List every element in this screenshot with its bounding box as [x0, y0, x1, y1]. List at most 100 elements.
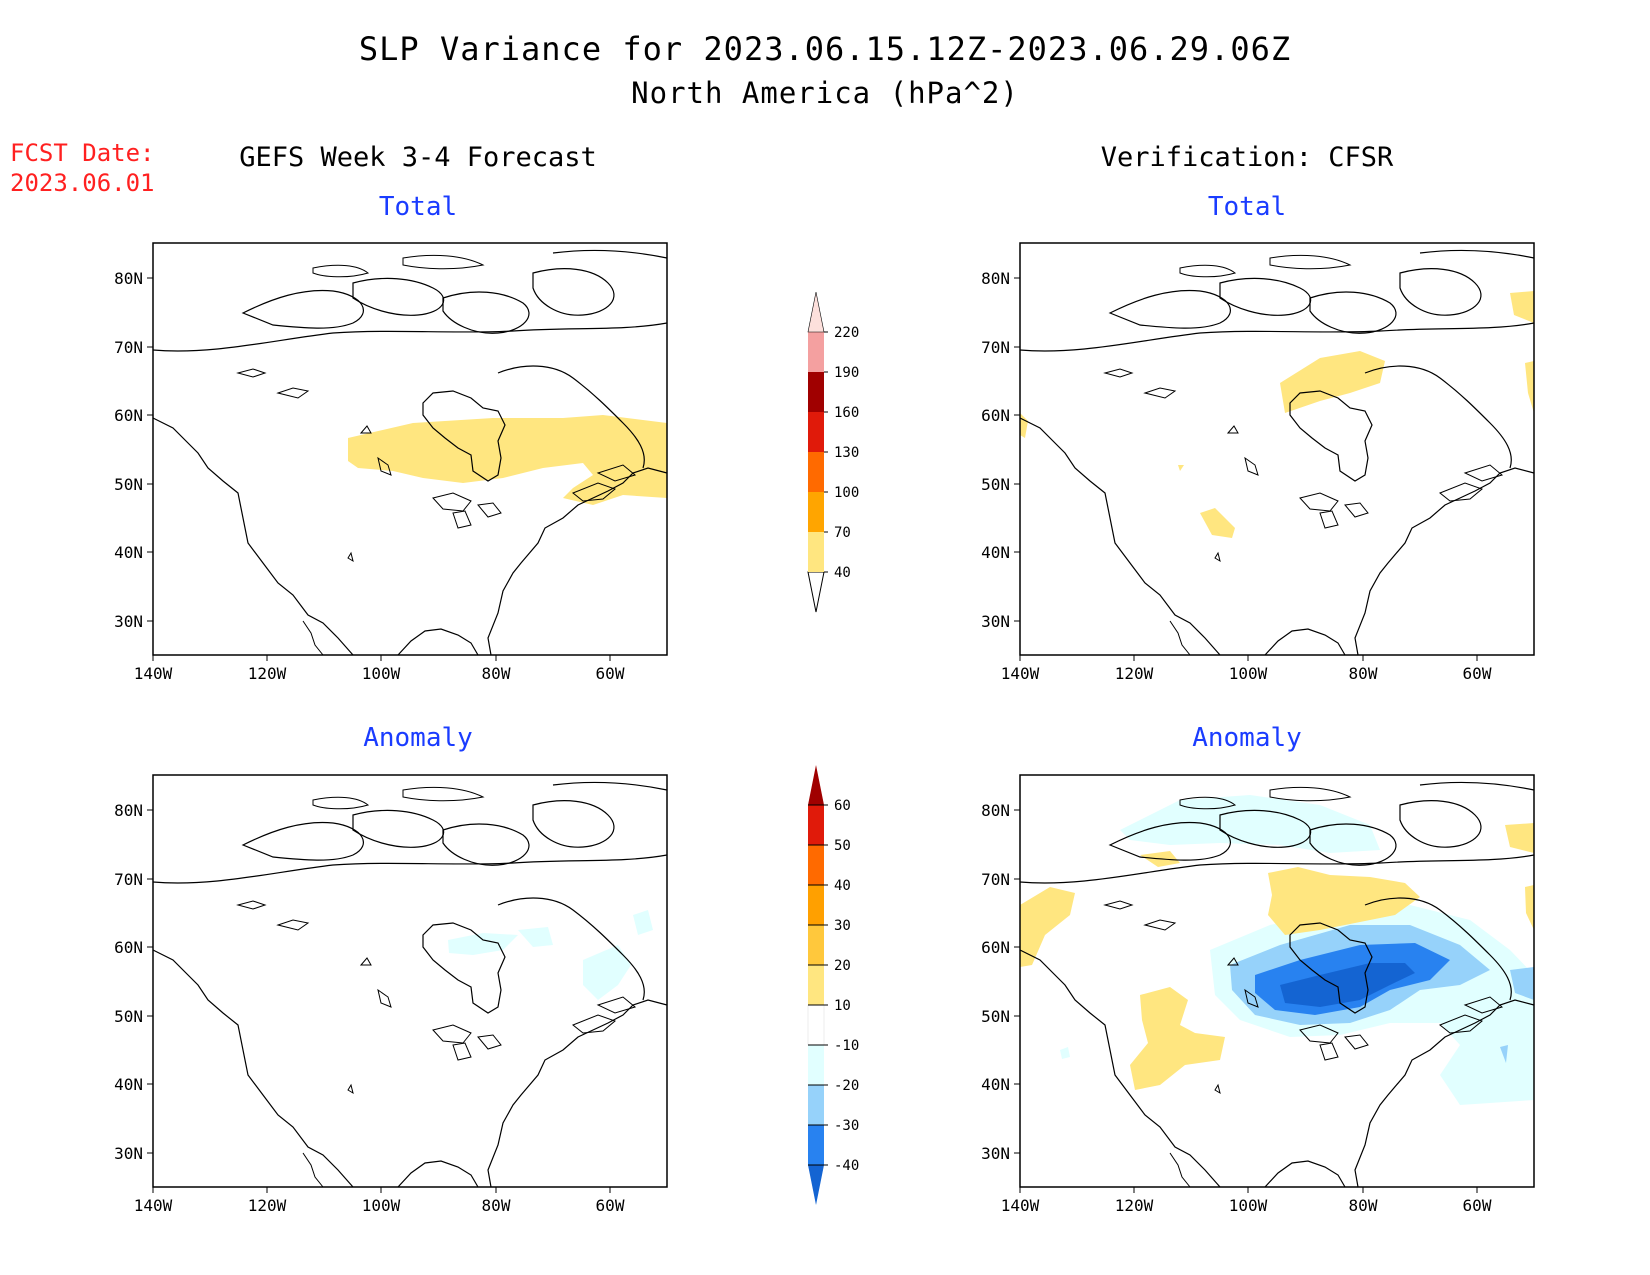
- verification-total-title: Total: [1207, 192, 1287, 222]
- forecast-date-label: FCST Date:: [10, 139, 155, 167]
- lon-tick-label: 120W: [248, 664, 287, 683]
- lon-tick-label: 140W: [1001, 1196, 1040, 1215]
- colorbar-label: 20: [834, 958, 851, 974]
- colorbar-label: 100: [834, 485, 859, 501]
- anomaly-shade: [633, 910, 653, 935]
- axis-tick-labels: 80N 70N 60N 50N 40N 30N 140W 120W 100W 80W 60W 80N 7…: [114, 269, 1492, 1215]
- colorbar-label: 70: [834, 525, 851, 541]
- total-colorbar: 40 70 100 130 160 190 220: [807, 291, 859, 613]
- chart-subtitle: North America (hPa^2): [631, 76, 1019, 110]
- lon-tick-label: 80W: [1349, 1196, 1378, 1215]
- lat-tick-label: 40N: [981, 1075, 1010, 1094]
- colorbar-bin: [808, 925, 824, 965]
- lon-tick-label: 120W: [1115, 1196, 1154, 1215]
- anomaly-shade: [583, 945, 631, 1000]
- lon-tick-label: 100W: [362, 1196, 401, 1215]
- lat-tick-label: 80N: [981, 269, 1010, 288]
- lat-tick-label: 80N: [114, 269, 143, 288]
- colorbar-bin: [808, 332, 824, 372]
- colorbar-label: 10: [834, 998, 851, 1014]
- colorbar-cap-high: [808, 765, 824, 805]
- variance-shade: [1525, 361, 1534, 413]
- forecast-anomaly-map: [146, 774, 668, 1194]
- lat-tick-label: 60N: [114, 938, 143, 957]
- lat-tick-label: 40N: [114, 543, 143, 562]
- verification-anomaly-title: Anomaly: [1192, 723, 1302, 753]
- variance-shade: [1020, 413, 1028, 438]
- lat-tick-label: 70N: [981, 338, 1010, 357]
- anomaly-shade: [1120, 795, 1380, 853]
- anomaly-shade: [1020, 887, 1075, 967]
- variance-shade: [1178, 465, 1184, 471]
- colorbar-bin: [808, 492, 824, 532]
- lon-tick-label: 120W: [1115, 664, 1154, 683]
- colorbar-bin: [808, 372, 824, 412]
- left-column-header: GEFS Week 3-4 Forecast: [239, 142, 597, 173]
- anomaly-shade: [1500, 1045, 1508, 1063]
- lat-tick-label: 30N: [981, 612, 1010, 631]
- forecast-date-value: 2023.06.01: [10, 169, 155, 197]
- anomaly-shade: [1060, 1047, 1070, 1059]
- colorbar-label: -30: [834, 1118, 859, 1134]
- colorbar-bin: [808, 1125, 824, 1165]
- colorbar-label: 220: [834, 325, 859, 341]
- lon-tick-label: 60W: [596, 664, 625, 683]
- colorbar-label: 30: [834, 918, 851, 934]
- lat-tick-label: 30N: [981, 1144, 1010, 1163]
- colorbar-bin: [808, 805, 824, 845]
- lon-tick-label: 120W: [248, 1196, 287, 1215]
- variance-shade: [348, 415, 667, 505]
- lat-tick-label: 50N: [981, 475, 1010, 494]
- colorbar-bin: [808, 1085, 824, 1125]
- anomaly-colorbar: -40 -30 -20 -10 10 20 30 40 50 60: [807, 765, 859, 1205]
- lon-tick-label: 100W: [1229, 1196, 1268, 1215]
- lon-tick-label: 100W: [1229, 664, 1268, 683]
- colorbar-label: -10: [834, 1038, 859, 1054]
- colorbar-cap-low: [807, 571, 825, 613]
- variance-shade: [1200, 508, 1235, 538]
- lat-tick-label: 50N: [114, 1007, 143, 1026]
- colorbar-label: -40: [834, 1158, 859, 1174]
- lat-tick-label: 70N: [114, 338, 143, 357]
- variance-shade: [1280, 351, 1385, 413]
- colorbar-label: 40: [834, 565, 851, 581]
- anomaly-shade: [1268, 867, 1420, 935]
- lat-tick-label: 70N: [981, 870, 1010, 889]
- lon-tick-label: 80W: [482, 1196, 511, 1215]
- variance-shade: [1510, 291, 1534, 323]
- lat-tick-label: 50N: [114, 475, 143, 494]
- forecast-total-map: [146, 242, 668, 662]
- forecast-anomaly-title: Anomaly: [363, 723, 473, 753]
- colorbar-label: 160: [834, 405, 859, 421]
- colorbar-bin: [808, 412, 824, 452]
- lat-tick-label: 60N: [114, 406, 143, 425]
- lon-tick-label: 60W: [596, 1196, 625, 1215]
- anomaly-shade: [1130, 987, 1225, 1090]
- forecast-total-title: Total: [378, 192, 458, 222]
- colorbar-label: 190: [834, 365, 859, 381]
- colorbar-bin: [808, 845, 824, 885]
- forecast-date-block: FCST Date: 2023.06.01: [10, 138, 155, 198]
- colorbar-bin: [808, 532, 824, 572]
- lon-tick-label: 60W: [1463, 1196, 1492, 1215]
- lat-tick-label: 60N: [981, 406, 1010, 425]
- colorbar-bin: [808, 965, 824, 1005]
- colorbar-bin: [808, 1045, 824, 1085]
- lon-tick-label: 80W: [482, 664, 511, 683]
- colorbar-cap-low: [808, 1165, 824, 1205]
- lat-tick-label: 80N: [981, 801, 1010, 820]
- anomaly-shade: [1505, 823, 1534, 853]
- colorbar-bin: [808, 885, 824, 925]
- lat-tick-label: 70N: [114, 870, 143, 889]
- colorbar-bin: [808, 452, 824, 492]
- lon-tick-label: 140W: [134, 1196, 173, 1215]
- lat-tick-label: 50N: [981, 1007, 1010, 1026]
- lat-tick-label: 30N: [114, 612, 143, 631]
- colorbar-label: 60: [834, 798, 851, 814]
- chart-title: SLP Variance for 2023.06.15.12Z-2023.06.…: [358, 30, 1292, 68]
- anomaly-shade: [1510, 967, 1534, 1000]
- lat-tick-label: 30N: [114, 1144, 143, 1163]
- anomaly-shade: [1525, 885, 1534, 930]
- lat-tick-label: 40N: [981, 543, 1010, 562]
